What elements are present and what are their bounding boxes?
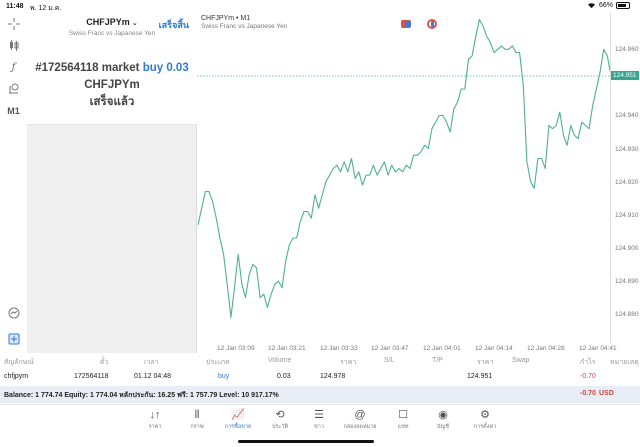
y-tick-label: 124.920: [615, 179, 639, 186]
wifi-icon: [587, 3, 595, 9]
order-status-text: เสร็จแล้ว: [89, 96, 135, 108]
y-tick-label: 124.890: [615, 278, 639, 285]
x-tick-label: 12 Jan 03:09: [217, 345, 255, 352]
x-tick-label: 12 Jan 03:21: [268, 345, 306, 352]
price-line-plot: [197, 18, 612, 318]
battery-percent: 66%: [598, 2, 613, 9]
col-volume: Volume: [268, 357, 292, 364]
market-status-icon[interactable]: [427, 19, 437, 29]
trade-signal-icon[interactable]: [0, 303, 27, 323]
col-comment: หมายเหตุ: [610, 359, 639, 366]
y-tick-label: 124.960: [615, 46, 639, 53]
history-icon: ⟲: [275, 409, 285, 421]
tab-chat[interactable]: ☐ แชท: [383, 408, 423, 431]
quotes-icon: ↓↑: [149, 409, 161, 421]
col-profit: กำไร: [580, 359, 596, 366]
currency: USD: [599, 390, 614, 397]
tab-label: กราฟ: [190, 424, 204, 430]
symbol-selector[interactable]: CHFJPYm ⌄: [86, 17, 138, 27]
date: พ. 12 ม.ค.: [30, 5, 62, 12]
x-tick-label: 12 Jan 03:47: [371, 345, 409, 352]
x-tick-label: 12 Jan 04:14: [475, 345, 513, 352]
price-chart[interactable]: CHFJPYm • M1 Swiss Franc vs Japanese Yen…: [197, 13, 640, 353]
balance-summary: Balance: 1 774.74 Equity: 1 774.04 หลักป…: [0, 386, 640, 403]
tab-label: ประวัติ: [271, 424, 289, 430]
function-icon[interactable]: ƒ: [11, 61, 16, 73]
mailbox-icon: @: [354, 409, 366, 421]
tab-label: ข่าว: [314, 424, 324, 430]
bottom-tab-bar: ↓↑ ราคา ⫴ กราฟ 📈 การซื้อขาย ⟲ ประวัติ ☰ ข่าว @ กล่อ…: [0, 404, 640, 447]
new-order-icon[interactable]: [0, 329, 27, 349]
tab-label: บัญชี: [437, 424, 449, 430]
battery-icon: [616, 2, 630, 9]
tab-quotes[interactable]: ↓↑ ราคา: [135, 408, 175, 431]
trade-icon: 📈: [231, 409, 245, 421]
tab-chart[interactable]: ⫴ กราฟ: [177, 408, 217, 431]
col-sl: S/L: [384, 357, 395, 364]
x-tick-label: 12 Jan 04:41: [579, 345, 617, 352]
col-tp: T/P: [432, 357, 443, 364]
settings-icon: ⚙: [480, 409, 490, 421]
crosshair-icon[interactable]: [0, 14, 27, 34]
x-tick-label: 12 Jan 04:01: [423, 345, 461, 352]
y-tick-label: 124.910: [615, 212, 639, 219]
clock: 11:48: [6, 3, 24, 10]
chevron-down-icon: ⌄: [131, 20, 138, 27]
tab-news[interactable]: ☰ ข่าว: [299, 408, 339, 431]
x-tick-label: 12 Jan 04:28: [527, 345, 565, 352]
done-button[interactable]: เสร็จสิ้น: [158, 20, 189, 30]
current-price-tag: 124.951: [611, 71, 639, 80]
col-symbol: สัญลักษณ์: [4, 359, 34, 366]
tab-trade[interactable]: 📈 การซื้อขาย: [218, 408, 258, 431]
col-type: ประเภท: [206, 359, 230, 366]
table-header: สัญลักษณ์ ตั๋ว เวลา ประเภท Volume ราคา S…: [0, 353, 640, 369]
y-axis: [610, 13, 611, 343]
objects-icon[interactable]: [0, 78, 27, 98]
tab-account[interactable]: ◉ บัญชี: [423, 408, 463, 431]
table-row[interactable]: chfjpym 172564118 01.12 04:48 buy 0.03 1…: [4, 373, 596, 380]
order-result-card: CHFJPYm ⌄ Swiss Franc vs Japanese Yen เสร…: [27, 13, 197, 125]
chart-icon: ⫴: [194, 409, 200, 421]
chat-icon: ☐: [398, 409, 408, 421]
news-icon: ☰: [314, 409, 324, 421]
tab-mailbox[interactable]: @ กล่องจดหมาย: [340, 408, 380, 431]
status-bar: 11:48 พ. 12 ม.ค. 66%: [0, 0, 640, 13]
tab-history[interactable]: ⟲ ประวัติ: [260, 408, 300, 431]
timeframe-button[interactable]: M1: [7, 106, 20, 116]
order-panel: CHFJPYm ⌄ Swiss Franc vs Japanese Yen เสร…: [27, 13, 197, 353]
order-result-message: #172564118 market buy 0.03 CHFJPYm เสร็จ…: [27, 60, 197, 111]
tab-label: แชท: [397, 424, 409, 430]
chart-title: CHFJPYm • M1: [201, 15, 251, 22]
status-indicators: 66%: [587, 2, 630, 9]
one-click-trading-icon[interactable]: [401, 20, 411, 28]
tab-label: กล่องจดหมาย: [343, 424, 377, 430]
order-symbol-text: CHFJPYm: [84, 79, 140, 91]
chart-tool-rail: ƒ M1: [0, 13, 27, 353]
symbol-description: Swiss Franc vs Japanese Yen: [68, 30, 156, 37]
order-action-text: buy 0.03: [142, 62, 189, 74]
col-time: เวลา: [144, 359, 159, 366]
tab-label: การซื้อขาย: [224, 424, 252, 430]
tab-label: ราคา: [148, 424, 162, 430]
indicators-icon[interactable]: [0, 35, 27, 55]
balance-text: Balance: 1 774.74 Equity: 1 774.04 หลักป…: [4, 392, 279, 399]
y-tick-label: 124.880: [615, 311, 639, 318]
col-ticket: ตั๋ว: [100, 359, 109, 366]
x-tick-label: 12 Jan 03:33: [320, 345, 358, 352]
total-profit: -0.70: [580, 390, 596, 397]
order-ticket-text: #172564118 market: [35, 62, 140, 74]
home-indicator: [238, 440, 374, 443]
tab-label: การตั้งค่า: [473, 424, 497, 430]
col-price: ราคา: [477, 359, 494, 366]
tab-settings[interactable]: ⚙ การตั้งค่า: [465, 408, 505, 431]
col-open-price: ราคา: [340, 359, 357, 366]
chart-subtitle: Swiss Franc vs Japanese Yen: [201, 23, 288, 30]
y-tick-label: 124.900: [615, 245, 639, 252]
col-swap: Swap: [512, 357, 530, 364]
y-tick-label: 124.930: [615, 146, 639, 153]
y-tick-label: 124.940: [615, 112, 639, 119]
account-icon: ◉: [438, 409, 448, 421]
